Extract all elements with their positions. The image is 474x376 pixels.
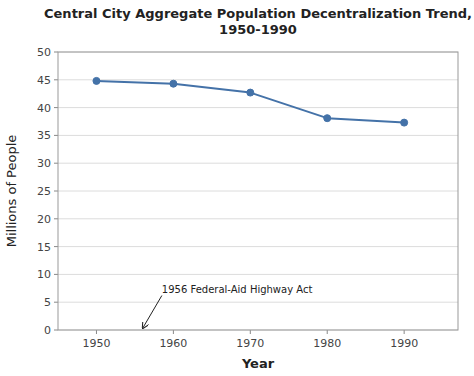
point xyxy=(401,119,408,126)
x-tick xyxy=(404,330,405,334)
grid-line xyxy=(58,191,458,192)
point xyxy=(324,115,331,122)
y-axis-label: Millions of People xyxy=(4,135,19,248)
title-line: 1950-1990 xyxy=(219,22,297,37)
annotation-arrow xyxy=(143,296,162,329)
title-line: Central City Aggregate Population Decent… xyxy=(44,6,472,21)
line xyxy=(96,81,404,123)
x-tick xyxy=(173,330,174,334)
y-tick xyxy=(54,107,58,108)
y-tick xyxy=(54,52,58,53)
plot-area xyxy=(93,77,408,126)
y-tick xyxy=(54,330,58,331)
y-tick xyxy=(54,79,58,80)
x-tick-label: 1980 xyxy=(313,337,341,350)
y-tick-label: 35 xyxy=(37,129,51,142)
y-tick-label: 15 xyxy=(37,241,51,254)
grid-line xyxy=(58,163,458,164)
y-tick-label: 10 xyxy=(37,268,51,281)
x-tick xyxy=(96,330,97,334)
grid-line xyxy=(58,218,458,219)
y-tick-label: 30 xyxy=(37,157,51,170)
grid-line xyxy=(58,79,458,80)
plot-frame xyxy=(58,52,458,330)
point xyxy=(170,80,177,87)
x-tick-label: 1950 xyxy=(82,337,110,350)
y-tick-label: 25 xyxy=(37,185,51,198)
y-tick xyxy=(54,246,58,247)
x-tick-label: 1970 xyxy=(236,337,264,350)
chart: Central City Aggregate Population Decent… xyxy=(0,0,474,376)
y-tick-label: 45 xyxy=(37,74,51,87)
point xyxy=(93,77,100,84)
y-tick xyxy=(54,218,58,219)
y-tick xyxy=(54,191,58,192)
x-tick-label: 1960 xyxy=(159,337,187,350)
y-tick-label: 40 xyxy=(37,102,51,115)
x-tick xyxy=(250,330,251,334)
title: Central City Aggregate Population Decent… xyxy=(44,6,472,37)
grid-line xyxy=(58,302,458,303)
y-tick xyxy=(54,302,58,303)
grid-line xyxy=(58,246,458,247)
grid-line xyxy=(58,274,458,275)
annotation-text: 1956 Federal-Aid Highway Act xyxy=(162,284,313,295)
x-tick-label: 1990 xyxy=(390,337,418,350)
y-tick xyxy=(54,274,58,275)
y-tick xyxy=(54,135,58,136)
y-tick-label: 5 xyxy=(44,296,51,309)
y-tick-label: 20 xyxy=(37,213,51,226)
y-tick xyxy=(54,163,58,164)
point xyxy=(247,89,254,96)
x-axis-label: Year xyxy=(241,356,275,371)
y-tick-label: 50 xyxy=(37,46,51,59)
x-tick xyxy=(327,330,328,334)
grid-line xyxy=(58,135,458,136)
grid-line xyxy=(58,107,458,108)
y-tick-label: 0 xyxy=(44,324,51,337)
